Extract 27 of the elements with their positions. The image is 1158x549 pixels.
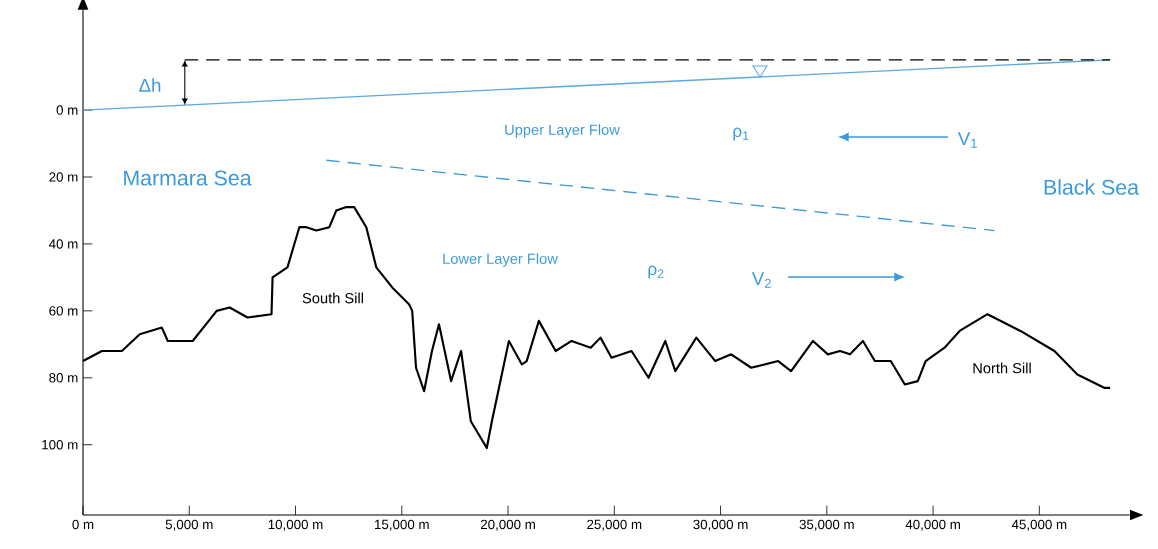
annotation: Marmara Sea (124, 170, 252, 186)
annotation: Δh (139, 78, 161, 92)
annotation: North Sill (973, 362, 1031, 374)
annotation: ρ$_{1}$ (733, 127, 749, 141)
x-tick-label: 0 m (72, 519, 94, 530)
y-tick-label: 60 m (49, 306, 78, 316)
x-tick-label: 20,000 m (480, 519, 535, 531)
x-tick-label: 40,000 m (905, 519, 960, 531)
annotation: V$_{2}$ (751, 272, 771, 288)
x-tick-label: 10,000 m (268, 519, 323, 531)
y-tick-label: 40 m (48, 239, 78, 249)
annotation: Upper Layer Flow (505, 124, 620, 138)
annotation: South Sill (302, 292, 363, 304)
x-tick-label: 35,000 m (799, 519, 854, 531)
y-tick-label: 20 m (49, 172, 78, 182)
x-tick-label: 5,000 m (165, 519, 213, 531)
annotation: ρ$_{2}$ (648, 265, 664, 279)
annotation: Lower Layer Flow (443, 253, 558, 267)
y-tick-label: 100 m (42, 440, 78, 450)
x-tick-label: 15,000 m (375, 519, 429, 531)
x-tick-label: 30,000 m (693, 519, 748, 531)
y-tick-label: 0 m (56, 105, 78, 115)
x-tick-label: 25,000 m (587, 519, 642, 531)
annotation: V$_{1}$ (957, 132, 977, 148)
x-tick-label: 45,000 m (1011, 519, 1067, 531)
annotation: Black Sea (1044, 179, 1139, 195)
y-tick-label: 80 m (49, 373, 78, 383)
